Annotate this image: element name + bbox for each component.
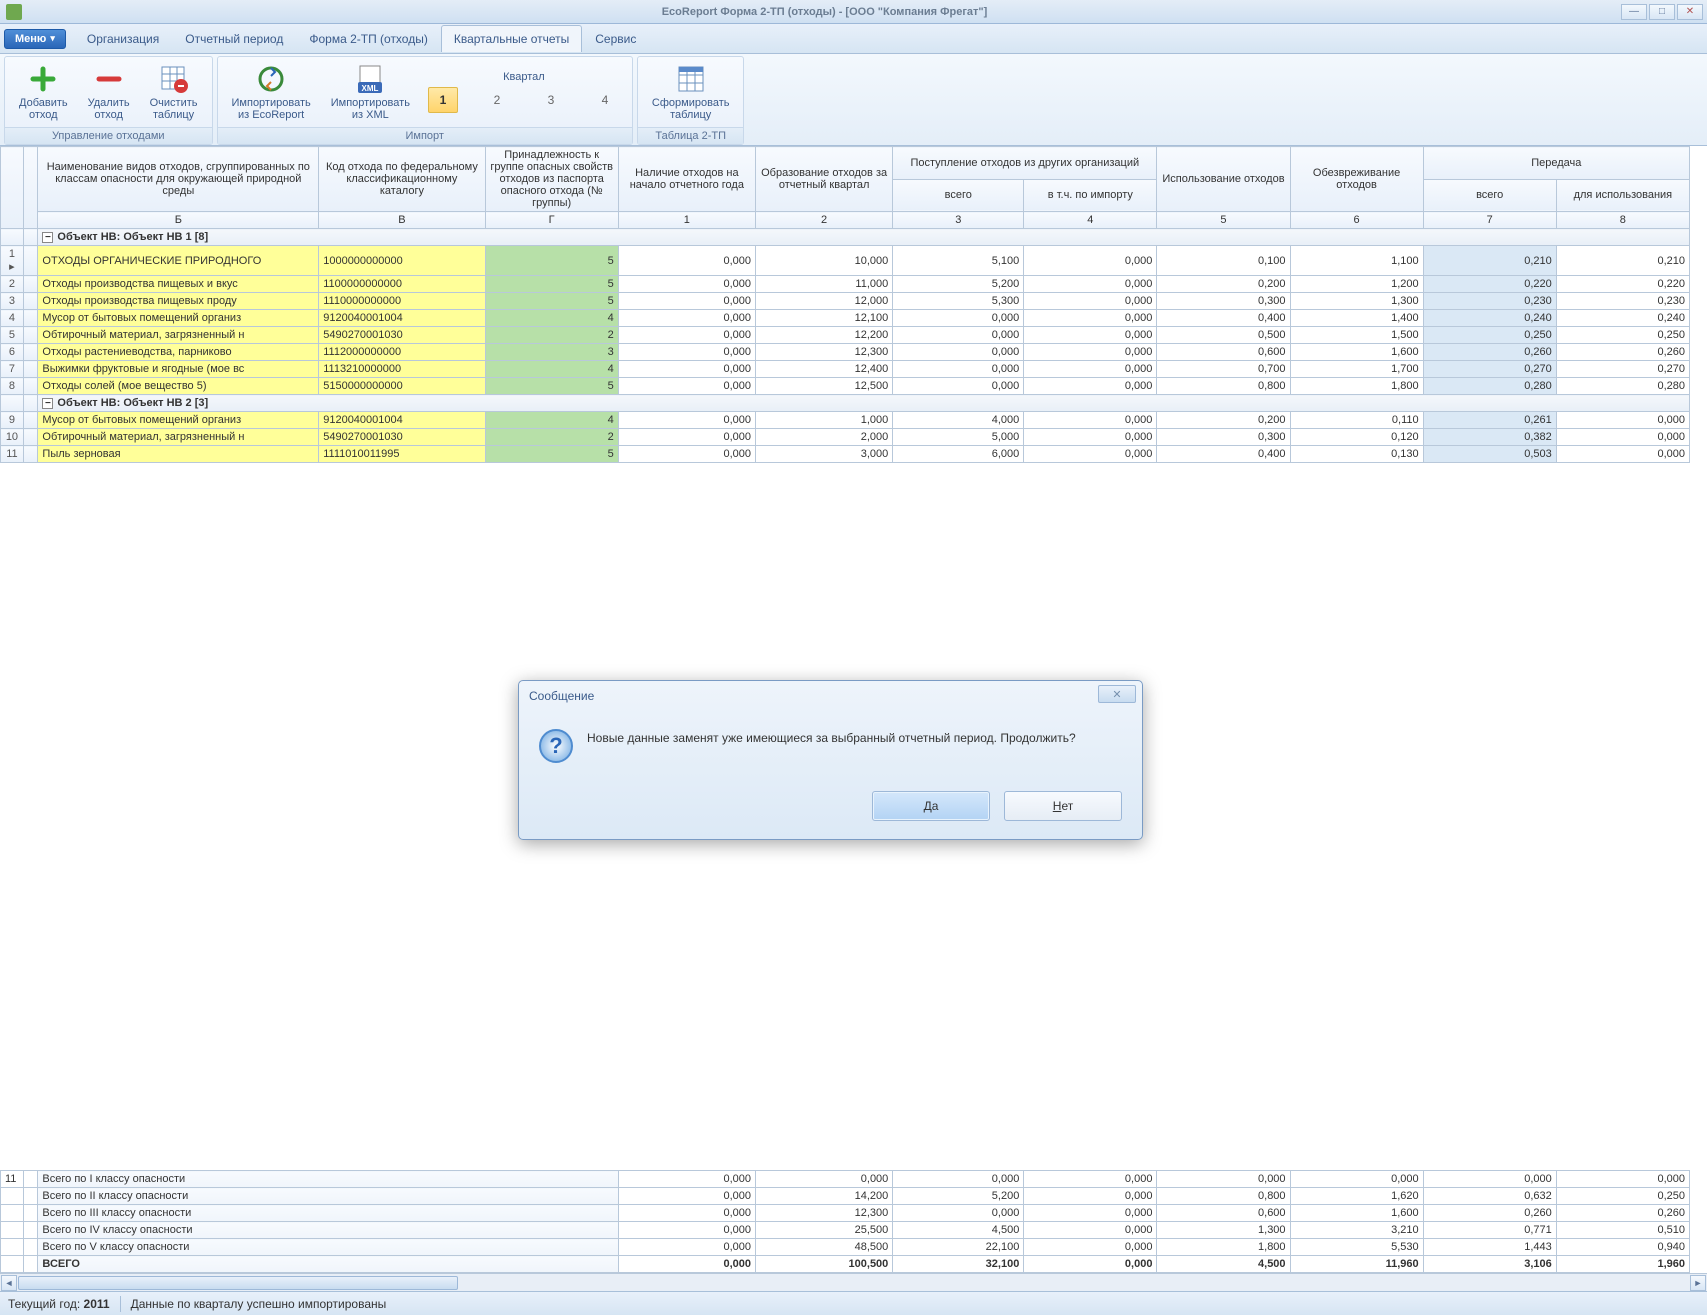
table-row[interactable]: 2 Отходы производства пищевых и вкус 110… <box>1 276 1690 293</box>
quarter-4[interactable]: 4 <box>590 87 620 113</box>
table-row[interactable]: 9 Мусор от бытовых помещений организ 912… <box>1 412 1690 429</box>
summary-row: Всего по III классу опасности 0,00012,30… <box>1 1205 1690 1222</box>
add-waste-button[interactable]: Добавить отход <box>9 61 78 123</box>
quarter-1[interactable]: 1 <box>428 87 458 113</box>
confirm-dialog: Сообщение ✕ ? Новые данные заменят уже и… <box>518 680 1143 840</box>
ribbon-group-manage: Добавить отход Удалить отход Очистить та… <box>4 56 213 145</box>
table-row[interactable]: 5 Обтирочный материал, загрязненный н 54… <box>1 327 1690 344</box>
tab-0[interactable]: Организация <box>74 25 172 52</box>
dialog-title: Сообщение <box>529 689 594 703</box>
clear-table-button[interactable]: Очистить таблицу <box>140 61 208 123</box>
group-row[interactable]: −Объект НВ: Объект НВ 2 [3] <box>1 395 1690 412</box>
summary-row: 11 Всего по I классу опасности 0,0000,00… <box>1 1171 1690 1188</box>
tab-1[interactable]: Отчетный период <box>172 25 296 52</box>
window-title: EcoReport Форма 2-ТП (отходы) - [ООО "Ко… <box>28 6 1621 18</box>
minus-icon <box>93 63 125 95</box>
summary-row: Всего по V классу опасности 0,00048,5002… <box>1 1239 1690 1256</box>
group-row[interactable]: −Объект НВ: Объект НВ 1 [8] <box>1 229 1690 246</box>
scroll-thumb[interactable] <box>18 1276 458 1290</box>
xml-icon: XML <box>354 63 386 95</box>
status-year: 2011 <box>84 1297 110 1311</box>
ribbon-group-manage-label: Управление отходами <box>5 127 212 144</box>
ribbon-group-import: Импортировать из EcoReport XML Импортиро… <box>217 56 633 145</box>
svg-text:XML: XML <box>362 84 379 93</box>
ribbon-group-table: Сформировать таблицу Таблица 2-ТП <box>637 56 745 145</box>
total-row: ВСЕГО 0,000100,50032,1000,000 4,50011,96… <box>1 1256 1690 1273</box>
horizontal-scrollbar[interactable]: ◄ ► <box>0 1273 1707 1291</box>
tab-3[interactable]: Квартальные отчеты <box>441 25 582 52</box>
form-table-button[interactable]: Сформировать таблицу <box>642 61 740 123</box>
question-icon: ? <box>539 729 573 763</box>
table-row[interactable]: 6 Отходы растениеводства, парниково 1112… <box>1 344 1690 361</box>
dialog-close-button[interactable]: ✕ <box>1098 685 1136 703</box>
titlebar: EcoReport Форма 2-ТП (отходы) - [ООО "Ко… <box>0 0 1707 24</box>
status-message: Данные по кварталу успешно импортированы <box>131 1297 387 1311</box>
import-xml-button[interactable]: XML Импортировать из XML <box>321 61 420 123</box>
ribbon: Добавить отход Удалить отход Очистить та… <box>0 54 1707 146</box>
quarter-3[interactable]: 3 <box>536 87 566 113</box>
clear-table-icon <box>158 63 190 95</box>
plus-icon <box>27 63 59 95</box>
dialog-text: Новые данные заменят уже имеющиеся за вы… <box>587 729 1076 763</box>
quarter-2[interactable]: 2 <box>482 87 512 113</box>
minimize-button[interactable]: — <box>1621 4 1647 20</box>
close-button[interactable]: ✕ <box>1677 4 1703 20</box>
main-menu-button[interactable]: Меню <box>4 29 66 49</box>
status-year-label: Текущий год: <box>8 1297 80 1311</box>
menubar: Меню ОрганизацияОтчетный периодФорма 2-Т… <box>0 24 1707 54</box>
table-row[interactable]: 3 Отходы производства пищевых проду 1110… <box>1 293 1690 310</box>
maximize-button[interactable]: □ <box>1649 4 1675 20</box>
dialog-no-button[interactable]: Нет <box>1004 791 1122 821</box>
scroll-right-button[interactable]: ► <box>1690 1275 1706 1291</box>
summary-row: Всего по II классу опасности 0,00014,200… <box>1 1188 1690 1205</box>
scroll-left-button[interactable]: ◄ <box>1 1275 17 1291</box>
quarter-selector: Квартал 1234 <box>420 71 628 113</box>
table-row[interactable]: 8 Отходы солей (мое вещество 5) 51500000… <box>1 378 1690 395</box>
tab-4[interactable]: Сервис <box>582 25 649 52</box>
table-row[interactable]: 11 Пыль зерновая 1111010011995 5 0,000 3… <box>1 446 1690 463</box>
table-row[interactable]: 7 Выжимки фруктовые и ягодные (мое вс 11… <box>1 361 1690 378</box>
ribbon-group-table-label: Таблица 2-ТП <box>638 127 744 144</box>
import-ecoreport-button[interactable]: Импортировать из EcoReport <box>222 61 321 123</box>
table-row[interactable]: 4 Мусор от бытовых помещений организ 912… <box>1 310 1690 327</box>
summary-row: Всего по IV классу опасности 0,00025,500… <box>1 1222 1690 1239</box>
table-row[interactable]: 10 Обтирочный материал, загрязненный н 5… <box>1 429 1690 446</box>
recycle-icon <box>255 63 287 95</box>
table-icon <box>675 63 707 95</box>
tab-2[interactable]: Форма 2-ТП (отходы) <box>296 25 441 52</box>
dialog-yes-button[interactable]: Да <box>872 791 990 821</box>
statusbar: Текущий год: 2011 Данные по кварталу усп… <box>0 1291 1707 1315</box>
ribbon-group-import-label: Импорт <box>218 127 632 144</box>
app-icon <box>6 4 22 20</box>
table-row[interactable]: 1 ▸ ОТХОДЫ ОРГАНИЧЕСКИЕ ПРИРОДНОГО 10000… <box>1 246 1690 276</box>
delete-waste-button[interactable]: Удалить отход <box>78 61 140 123</box>
